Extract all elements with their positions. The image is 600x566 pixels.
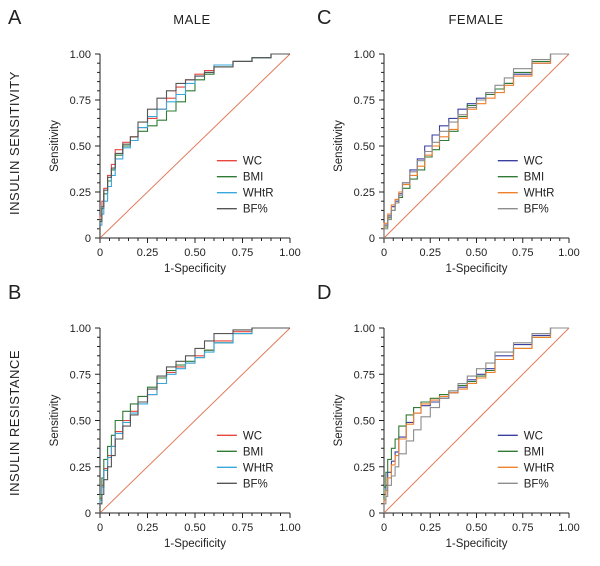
y-tick-label: 1.00 [354, 49, 375, 61]
y-tick-label: 0 [85, 508, 91, 520]
legend-label-bmi: BMI [243, 446, 263, 458]
column-title-female: FEMALE [448, 12, 503, 27]
y-tick-label: 0.25 [354, 187, 375, 199]
y-tick-label: 1.00 [70, 49, 91, 61]
x-tick-label: 0 [97, 522, 103, 534]
legend-label-wc: WC [243, 156, 262, 168]
x-tick-label: 0.75 [232, 522, 253, 534]
y-tick-label: 0.25 [354, 462, 375, 474]
roc-panel-d: D 0 0.25 0.50 0.75 1.00 0 0.25 0.50 0.75 1.00 1-Spe… [317, 282, 580, 550]
roc-panel-a: A 0 0.25 0.50 0.75 1.00 0 0.25 0.50 0.75 1.00 1-Spe… [8, 7, 301, 275]
y-tick-label: 0.50 [354, 416, 375, 428]
legend-label-whtr: WHtR [524, 188, 555, 200]
legend-label-wc: WC [243, 430, 262, 442]
y-tick-label: 0.75 [70, 95, 91, 107]
roc-curve-whtr [99, 327, 290, 513]
x-tick-label: 0.25 [137, 247, 158, 259]
x-tick-label: 0.50 [184, 522, 205, 534]
panel-letter-d: D [317, 282, 331, 304]
y-axis-label: Sensitivity [333, 120, 345, 172]
x-axis-label: 1-Specificity [446, 263, 508, 275]
y-tick-label: 1.00 [354, 323, 375, 335]
y-tick-label: 0.75 [70, 369, 91, 381]
column-title-male: MALE [173, 12, 210, 27]
y-tick-label: 0.75 [354, 369, 375, 381]
y-axis-label: Sensitivity [49, 394, 61, 446]
legend-label-bmi: BMI [524, 446, 544, 458]
y-axis-label: Sensitivity [333, 394, 345, 446]
panel-letter-b: B [8, 282, 21, 304]
y-tick-label: 0 [85, 233, 91, 245]
roc-curve-bf-pct [383, 53, 569, 238]
x-tick-label: 0 [381, 522, 387, 534]
y-tick-label: 0.75 [354, 95, 375, 107]
y-tick-label: 0 [369, 508, 375, 520]
y-axis-label: Sensitivity [49, 120, 61, 172]
x-tick-label: 1.00 [279, 247, 300, 259]
legend-label-whtr: WHtR [243, 462, 274, 474]
x-tick-label: 0.50 [184, 247, 205, 259]
x-tick-label: 0.75 [512, 247, 533, 259]
legend-label-bmi: BMI [524, 172, 544, 184]
legend-label-wc: WC [524, 156, 543, 168]
legend-label-whtr: WHtR [524, 462, 555, 474]
roc-panel-c: C 0 0.25 0.50 0.75 1.00 0 0.25 0.50 0.75 1.00 1-Spe… [317, 7, 580, 275]
legend-label-wc: WC [524, 430, 543, 442]
x-tick-label: 0 [97, 247, 103, 259]
reference-diagonal-line [99, 53, 291, 239]
x-axis-label: 1-Specificity [164, 538, 226, 550]
x-tick-label: 1.00 [279, 522, 300, 534]
reference-diagonal-line [99, 327, 291, 514]
x-tick-label: 1.00 [558, 247, 579, 259]
y-tick-label: 0.50 [354, 141, 375, 153]
x-tick-label: 1.00 [558, 522, 579, 534]
reference-diagonal-line [383, 327, 570, 514]
y-tick-label: 0.50 [70, 416, 91, 428]
row-title-insulin-sensitivity: INSULIN SENSITIVITY [7, 71, 22, 215]
panel-letter-c: C [317, 7, 331, 29]
y-tick-label: 0.25 [70, 187, 91, 199]
x-tick-label: 0.25 [420, 247, 441, 259]
x-axis-label: 1-Specificity [164, 263, 226, 275]
y-tick-label: 0.25 [70, 462, 91, 474]
x-tick-label: 0.50 [466, 522, 487, 534]
x-tick-label: 0 [381, 247, 387, 259]
reference-diagonal-line [383, 53, 570, 239]
row-title-insulin-resistance: INSULIN RESISTANCE [7, 350, 22, 496]
roc-panel-b: B 0 0.25 0.50 0.75 1.00 0 0.25 0.50 0.75 1.00 1-Spe… [8, 282, 301, 550]
x-tick-label: 0.50 [466, 247, 487, 259]
x-axis-label: 1-Specificity [446, 538, 508, 550]
x-tick-label: 0.75 [232, 247, 253, 259]
x-tick-label: 0.25 [420, 522, 441, 534]
panel-letter-a: A [8, 7, 22, 29]
roc-curve-bf-pct [383, 327, 569, 513]
y-tick-label: 1.00 [70, 323, 91, 335]
y-tick-label: 0.50 [70, 141, 91, 153]
legend-label-whtr: WHtR [243, 188, 274, 200]
roc-curve-whtr [99, 53, 290, 238]
legend-label-bmi: BMI [243, 172, 263, 184]
y-tick-label: 0 [369, 233, 375, 245]
legend-label-bf-pct: BF% [524, 204, 549, 216]
roc-curve-bf-pct [99, 53, 290, 238]
legend-label-bf-pct: BF% [524, 478, 549, 490]
x-tick-label: 0.75 [512, 522, 533, 534]
legend-label-bf-pct: BF% [243, 204, 268, 216]
legend-label-bf-pct: BF% [243, 478, 268, 490]
roc-curve-bf-pct [99, 327, 290, 513]
x-tick-label: 0.25 [137, 522, 158, 534]
